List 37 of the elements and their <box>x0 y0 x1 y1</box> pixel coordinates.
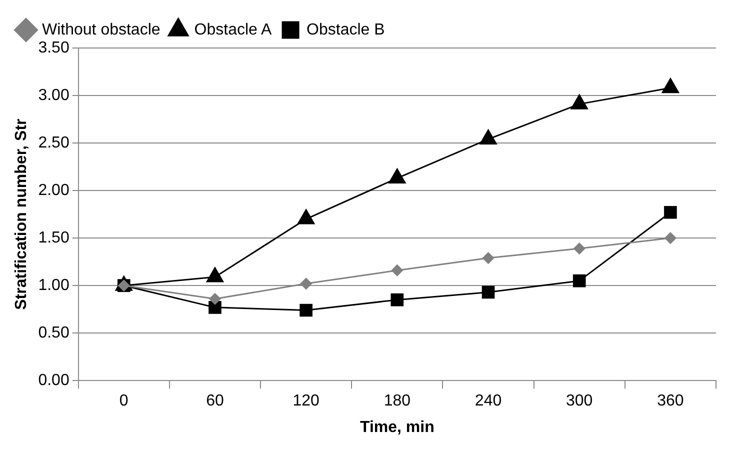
y-tick-label: 0.50 <box>38 324 70 342</box>
y-tick-label: 1.50 <box>38 229 70 246</box>
point <box>388 168 406 184</box>
point <box>209 293 221 305</box>
x-tick-label: 360 <box>657 392 684 410</box>
x-tick-label: 180 <box>384 392 411 410</box>
legend-label: Obstacle B <box>306 21 385 38</box>
point <box>574 242 586 254</box>
point <box>572 274 586 288</box>
point <box>482 286 495 299</box>
y-tick-label: 3.50 <box>38 39 70 56</box>
y-tick-label: 1.00 <box>38 276 70 294</box>
point <box>391 264 403 276</box>
point <box>300 304 312 317</box>
point <box>482 252 494 264</box>
point <box>570 94 588 110</box>
point <box>300 278 312 290</box>
x-tick-label: 0 <box>119 392 128 410</box>
y-tick-label: 3.00 <box>38 86 70 104</box>
x-tick-label: 300 <box>566 392 593 410</box>
y-tick-label: 0.00 <box>38 372 70 390</box>
x-tick-label: 60 <box>206 392 224 410</box>
y-axis-title: Stratification number, Str <box>13 118 30 310</box>
point <box>664 206 677 219</box>
y-tick-label: 2.00 <box>38 182 70 199</box>
point <box>662 78 679 94</box>
legend-label: Obstacle A <box>194 21 272 38</box>
point <box>390 293 404 306</box>
x-tick-label: 240 <box>474 392 502 410</box>
x-tick-label: 120 <box>292 392 320 410</box>
point <box>664 232 676 244</box>
y-tick-label: 2.50 <box>38 134 70 152</box>
point <box>480 129 497 144</box>
x-axis-title: Time, min <box>360 418 434 436</box>
point <box>208 301 222 314</box>
legend-label: Without obstacle <box>42 21 160 38</box>
point <box>298 209 315 224</box>
